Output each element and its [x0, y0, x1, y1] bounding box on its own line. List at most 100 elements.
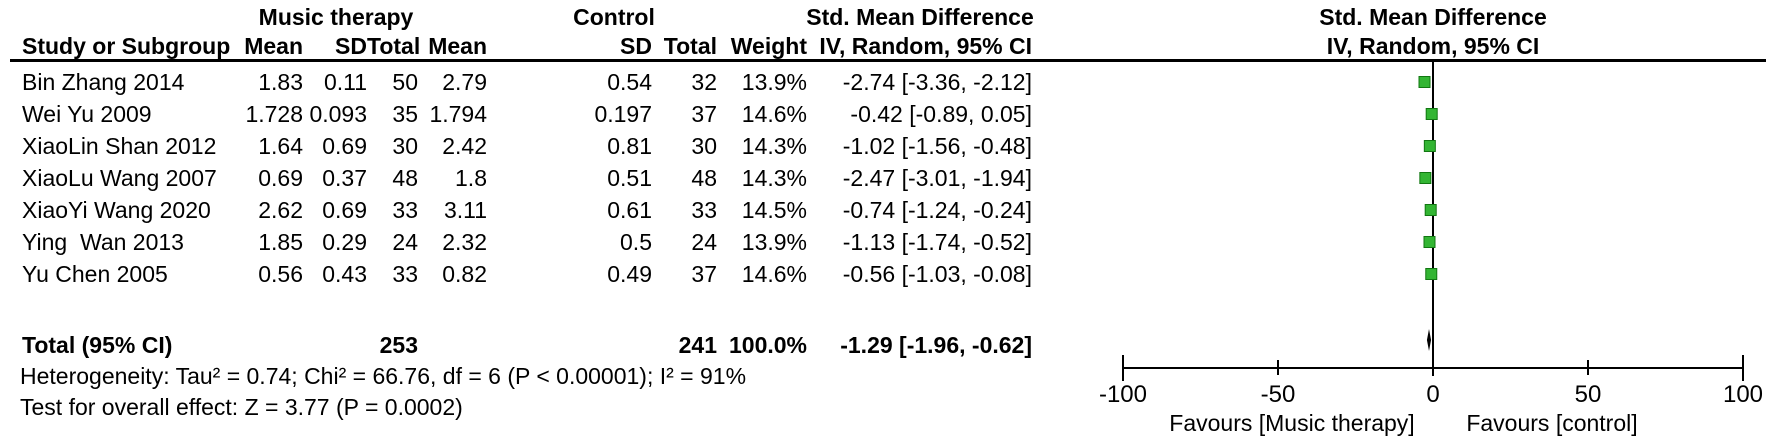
- total-treatment: 48: [392, 165, 418, 191]
- mean-control: 0.82: [442, 261, 487, 287]
- total-weight: 100.0%: [728, 332, 807, 358]
- effect-square-marker: [1419, 172, 1432, 184]
- table-row: Yu Chen 2005 0.56 0.43 33 0.82 0.49 37 1…: [0, 258, 1032, 290]
- weight: 14.3%: [741, 165, 807, 191]
- total-label: Total (95% CI): [22, 332, 173, 358]
- table-header-row: Study or Subgroup Mean SD Total Mean SD …: [0, 32, 1032, 60]
- sd-treatment: 0.29: [322, 229, 367, 255]
- weight: 13.9%: [741, 229, 807, 255]
- total-treatment: 30: [392, 133, 418, 159]
- heterogeneity-stats: Heterogeneity: Tau² = 0.74; Chi² = 66.76…: [20, 363, 747, 389]
- smd-ci: -0.56 [-1.03, -0.08]: [842, 261, 1032, 287]
- total-treatment: 24: [392, 229, 418, 255]
- study-name: XiaoLu Wang 2007: [22, 165, 217, 191]
- mean-treatment: 0.69: [258, 165, 303, 191]
- weight: 14.5%: [741, 197, 807, 223]
- total-diamond-marker: [1426, 329, 1432, 351]
- favours-treatment-label: Favours [Music therapy]: [1169, 410, 1414, 436]
- axis-tick-label: 50: [1575, 381, 1602, 408]
- sd-control: 0.5: [620, 229, 652, 255]
- total-n-treatment: 253: [379, 332, 418, 358]
- sd-control: 0.51: [607, 165, 652, 191]
- col-header-sd-2: SD: [620, 33, 652, 59]
- table-row: Bin Zhang 2014 1.83 0.11 50 2.79 0.54 32…: [0, 66, 1032, 98]
- col-header-mean-2: Mean: [428, 33, 487, 59]
- total-smd-ci: -1.29 [-1.96, -0.62]: [840, 332, 1032, 358]
- sd-treatment: 0.69: [322, 133, 367, 159]
- study-name: Yu Chen 2005: [22, 261, 168, 287]
- smd-ci: -1.13 [-1.74, -0.52]: [842, 229, 1032, 255]
- mean-control: 2.42: [442, 133, 487, 159]
- axis-tick-label: -50: [1261, 381, 1296, 408]
- total-treatment: 33: [392, 261, 418, 287]
- col-header-study: Study or Subgroup: [22, 33, 231, 59]
- study-name: XiaoYi Wang 2020: [22, 197, 211, 223]
- effect-square-marker: [1418, 76, 1431, 88]
- mean-control: 1.794: [429, 101, 487, 127]
- col-header-total-1: Total: [367, 33, 421, 59]
- sd-control: 0.54: [607, 69, 652, 95]
- table-row: XiaoYi Wang 2020 2.62 0.69 33 3.11 0.61 …: [0, 194, 1032, 226]
- total-control: 24: [691, 229, 717, 255]
- table-row: Ying Wan 2013 1.85 0.29 24 2.32 0.5 24 1…: [0, 226, 1032, 258]
- mean-treatment: 1.83: [258, 69, 303, 95]
- mean-treatment: 1.728: [245, 101, 303, 127]
- total-control: 30: [691, 133, 717, 159]
- study-name: Bin Zhang 2014: [22, 69, 185, 95]
- weight: 14.6%: [741, 101, 807, 127]
- axis-tick-label: 100: [1723, 381, 1763, 408]
- sd-control: 0.49: [607, 261, 652, 287]
- sd-treatment: 0.37: [322, 165, 367, 191]
- col-header-mean-1: Mean: [244, 33, 303, 59]
- group-header-control: Control: [573, 4, 655, 30]
- weight: 14.6%: [741, 261, 807, 287]
- group-header-smd-left: Std. Mean Difference: [806, 4, 1034, 30]
- study-rows: Bin Zhang 2014 1.83 0.11 50 2.79 0.54 32…: [0, 66, 1032, 290]
- favours-control-label: Favours [control]: [1466, 410, 1637, 436]
- total-control: 32: [691, 69, 717, 95]
- effect-square-marker: [1425, 268, 1438, 280]
- sd-treatment: 0.11: [323, 69, 367, 95]
- mean-treatment: 2.62: [258, 197, 303, 223]
- study-name: Wei Yu 2009: [22, 101, 152, 127]
- total-control: 33: [691, 197, 717, 223]
- col-header-weight: Weight: [730, 33, 807, 59]
- study-name: XiaoLin Shan 2012: [22, 133, 217, 159]
- col-header-iv-random: IV, Random, 95% CI: [819, 33, 1032, 59]
- total-treatment: 33: [392, 197, 418, 223]
- sd-control: 0.197: [594, 101, 652, 127]
- mean-treatment: 1.64: [258, 133, 303, 159]
- mean-control: 3.11: [443, 197, 487, 223]
- sd-control: 0.81: [607, 133, 652, 159]
- weight: 13.9%: [741, 69, 807, 95]
- table-row: XiaoLu Wang 2007 0.69 0.37 48 1.8 0.51 4…: [0, 162, 1032, 194]
- overall-effect-stats: Test for overall effect: Z = 3.77 (P = 0…: [20, 394, 463, 420]
- total-control: 37: [691, 101, 717, 127]
- table-row: XiaoLin Shan 2012 1.64 0.69 30 2.42 0.81…: [0, 130, 1032, 162]
- effect-square-marker: [1423, 140, 1436, 152]
- weight: 14.3%: [741, 133, 807, 159]
- group-header-music-therapy: Music therapy: [258, 4, 414, 30]
- total-treatment: 35: [392, 101, 418, 127]
- smd-ci: -0.74 [-1.24, -0.24]: [842, 197, 1032, 223]
- mean-treatment: 0.56: [258, 261, 303, 287]
- smd-ci: -1.02 [-1.56, -0.48]: [842, 133, 1032, 159]
- axis-tick-label: -100: [1099, 381, 1147, 408]
- header-divider-line: [10, 59, 1766, 62]
- mean-treatment: 1.85: [258, 229, 303, 255]
- sd-treatment: 0.093: [309, 101, 367, 127]
- sd-control: 0.61: [607, 197, 652, 223]
- mean-control: 2.79: [442, 69, 487, 95]
- sd-treatment: 0.43: [322, 261, 367, 287]
- sd-treatment: 0.69: [322, 197, 367, 223]
- mean-control: 2.32: [442, 229, 487, 255]
- total-control: 48: [691, 165, 717, 191]
- plot-column-header-iv-random: IV, Random, 95% CI: [1326, 33, 1540, 59]
- total-row: Total (95% CI) 253 241 100.0% -1.29 [-1.…: [0, 329, 1032, 361]
- total-n-control: 241: [678, 332, 717, 358]
- effect-square-marker: [1425, 108, 1438, 120]
- col-header-total-2: Total: [663, 33, 717, 59]
- mean-control: 1.8: [455, 165, 487, 191]
